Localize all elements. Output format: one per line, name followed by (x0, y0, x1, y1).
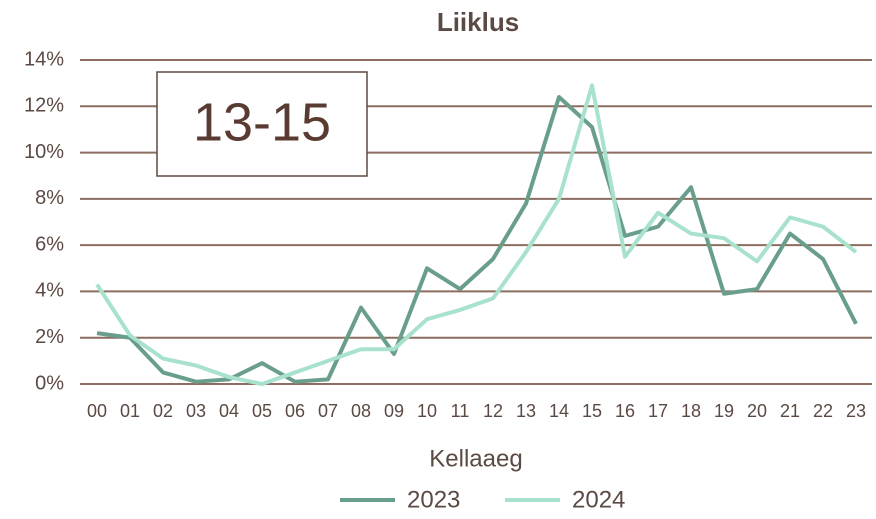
y-tick-label: 10% (24, 141, 64, 163)
x-tick-label: 17 (648, 401, 668, 421)
x-tick-label: 00 (87, 401, 107, 421)
x-tick-label: 03 (186, 401, 206, 421)
y-tick-label: 8% (35, 187, 64, 209)
x-tick-label: 08 (351, 401, 371, 421)
x-tick-label: 22 (813, 401, 833, 421)
x-tick-label: 15 (582, 401, 602, 421)
annotation: 13-15 (193, 92, 331, 152)
legend-label: 2024 (572, 486, 625, 513)
annotation-box (156, 71, 368, 177)
y-tick-label: 0% (35, 372, 64, 394)
x-tick-label: 10 (417, 401, 437, 421)
x-tick-label: 20 (747, 401, 767, 421)
x-tick-label: 19 (714, 401, 734, 421)
x-tick-label: 07 (318, 401, 338, 421)
x-tick-label: 18 (681, 401, 701, 421)
series-line (96, 95, 858, 384)
x-tick-label: 23 (846, 401, 866, 421)
x-tick-label: 09 (384, 401, 404, 421)
y-tick-label: 12% (24, 95, 64, 117)
series-line (95, 83, 858, 386)
legend-label: 2023 (407, 486, 460, 513)
x-tick-label: 13 (516, 401, 536, 421)
x-tick-label: 01 (120, 401, 140, 421)
x-tick-label: 12 (483, 401, 503, 421)
x-axis-label: Kellaaeg (429, 445, 522, 472)
x-tick-label: 06 (285, 401, 305, 421)
y-tick-label: 6% (35, 233, 64, 255)
y-tick-label: 2% (35, 326, 64, 348)
x-tick-label: 16 (615, 401, 635, 421)
x-tick-label: 14 (549, 401, 569, 421)
y-tick-label: 4% (35, 280, 64, 302)
chart-title: Liiklus (437, 7, 519, 37)
y-tick-label: 14% (24, 48, 64, 70)
x-tick-label: 11 (451, 401, 470, 421)
x-tick-label: 02 (153, 401, 173, 421)
x-tick-label: 05 (252, 401, 272, 421)
x-tick-label: 21 (780, 401, 800, 421)
x-tick-label: 04 (219, 401, 239, 421)
